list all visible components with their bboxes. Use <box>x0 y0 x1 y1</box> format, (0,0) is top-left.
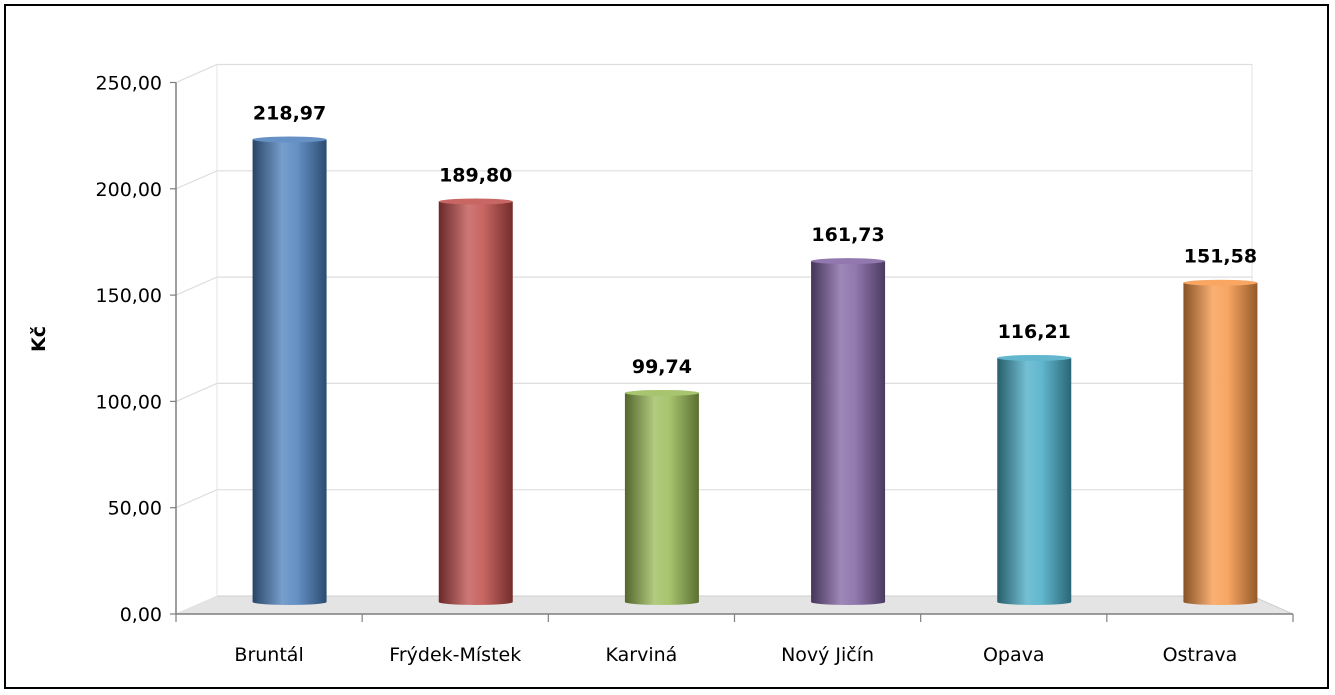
bar-top <box>624 389 699 396</box>
bar <box>252 136 327 605</box>
y-axis-ticks: 0,00 50,00 100,00 150,00 200,00 250,00 <box>96 73 176 626</box>
bars <box>252 136 1258 605</box>
bar-body <box>811 261 886 605</box>
x-tick-label: Bruntál <box>234 644 303 666</box>
bar-body <box>1183 282 1258 605</box>
y-axis-label: Kč <box>28 326 50 352</box>
y-tick-label: 150,00 <box>96 285 162 307</box>
bar-body <box>252 139 327 605</box>
gridline <box>175 276 1252 296</box>
chart-frame: 0,00 50,00 100,00 150,00 200,00 250,00 218,97… <box>4 4 1329 689</box>
bar-top <box>438 198 513 205</box>
axes <box>175 82 1294 622</box>
back-wall <box>216 64 1253 597</box>
x-tick-label: Karviná <box>606 644 678 666</box>
gridline <box>175 489 1252 509</box>
data-label: 151,58 <box>1184 246 1257 268</box>
gridline <box>175 63 1252 84</box>
chart-walls <box>175 63 1294 615</box>
bar <box>438 198 513 605</box>
x-tick-label: Opava <box>983 644 1045 666</box>
labels: 218,97 Bruntál 189,80 Frýdek-Místek 99,74 Kar… <box>234 102 1257 666</box>
bar <box>624 389 699 605</box>
gridline <box>175 170 1252 190</box>
floor <box>175 595 1294 615</box>
bar <box>811 258 886 605</box>
y-tick-label: 200,00 <box>96 179 162 201</box>
y-tick-label: 0,00 <box>120 604 162 626</box>
bar-top <box>1183 279 1258 286</box>
bar-top <box>252 136 327 143</box>
y-tick-label: 100,00 <box>96 391 162 413</box>
side-wall <box>175 63 218 615</box>
gridline <box>175 382 1252 402</box>
gridlines <box>175 63 1252 509</box>
bar <box>1183 279 1258 605</box>
bar-body <box>624 392 699 605</box>
x-tick-label: Frýdek-Místek <box>389 644 521 666</box>
bar <box>997 354 1072 605</box>
x-tick-label: Ostrava <box>1163 644 1238 666</box>
data-label: 161,73 <box>811 224 884 246</box>
data-label: 189,80 <box>439 164 512 186</box>
bar-body <box>997 357 1072 605</box>
y-tick-label: 250,00 <box>96 73 162 95</box>
bar-body <box>438 201 513 605</box>
bar-top <box>997 354 1072 361</box>
y-tick-label: 50,00 <box>108 498 162 520</box>
bar-chart: 0,00 50,00 100,00 150,00 200,00 250,00 218,97… <box>28 63 1294 666</box>
data-label: 99,74 <box>632 356 692 378</box>
data-label: 116,21 <box>998 321 1071 343</box>
bar-top <box>811 258 886 265</box>
x-tick-label: Nový Jičín <box>781 644 874 666</box>
data-label: 218,97 <box>253 102 326 124</box>
